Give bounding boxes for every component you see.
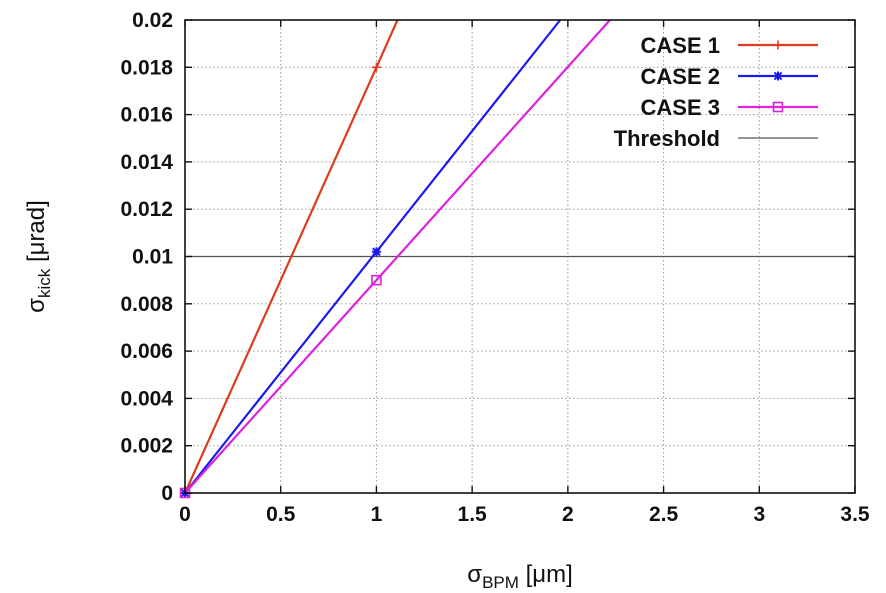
series-layer xyxy=(179,19,611,499)
series-case-2 xyxy=(180,19,562,498)
legend-entry-case-1: CASE 1 xyxy=(641,33,818,58)
y-tick-label: 0.018 xyxy=(120,56,173,79)
data-point-case-1 xyxy=(371,62,381,72)
series-case-1 xyxy=(180,19,399,498)
y-tick-label: 0.02 xyxy=(132,9,173,32)
x-tick-label: 1.5 xyxy=(458,503,488,526)
legend-entry-case-3: CASE 3 xyxy=(641,95,818,120)
series-line-case-3 xyxy=(184,19,611,494)
data-point-case-3 xyxy=(371,274,382,286)
y-tick-label: 0.002 xyxy=(120,435,173,458)
y-tick-label: 0.016 xyxy=(120,104,173,127)
y-tick-label: 0.01 xyxy=(132,246,173,269)
x-axis-unit: [μm] xyxy=(519,561,573,588)
legend-label-case-3: CASE 3 xyxy=(641,95,720,120)
legend-label-threshold: Threshold xyxy=(614,126,720,151)
y-tick-label: 0.008 xyxy=(120,293,173,316)
y-tick-label: 0.006 xyxy=(120,340,173,363)
y-axis-label: σkick [μrad] xyxy=(23,200,54,313)
y-tick-label: 0.004 xyxy=(120,387,173,410)
x-tick-label: 1 xyxy=(371,503,383,526)
legend-entry-case-2: CASE 2 xyxy=(641,64,818,89)
x-tick-label: 0.5 xyxy=(266,503,296,526)
y-tick-label: 0 xyxy=(161,482,173,505)
y-axis-symbol: σ xyxy=(23,298,50,313)
x-tick-labels: 0 0.5 1 1.5 2 2.5 3 3.5 xyxy=(179,503,870,526)
y-tick-labels: 0 0.002 0.004 0.006 0.008 0.01 0.012 0.014 0.016… xyxy=(120,9,173,505)
x-axis-label: σBPM [μm] xyxy=(467,561,572,592)
x-tick-label: 2 xyxy=(562,503,574,526)
y-axis-subscript: kick xyxy=(35,268,54,298)
x-axis-subscript: BPM xyxy=(482,573,519,592)
tick-marks xyxy=(184,19,856,494)
data-point-case-2 xyxy=(371,247,381,257)
y-axis-unit: [μrad] xyxy=(23,200,50,269)
x-axis-symbol: σ xyxy=(467,561,482,588)
legend-marker-case-1 xyxy=(773,40,783,50)
legend: CASE 1 CASE 2 CASE 3 Threshold xyxy=(614,33,818,151)
legend-marker-case-3 xyxy=(772,101,784,113)
y-tick-label: 0.012 xyxy=(120,198,173,221)
x-tick-label: 2.5 xyxy=(649,503,679,526)
x-tick-label: 3 xyxy=(753,503,765,526)
x-tick-label: 0 xyxy=(179,503,191,526)
legend-label-case-1: CASE 1 xyxy=(641,33,720,58)
legend-marker-case-2 xyxy=(773,71,783,81)
x-tick-label: 3.5 xyxy=(840,503,870,526)
legend-entry-threshold: Threshold xyxy=(614,126,818,151)
series-case-3 xyxy=(179,19,611,499)
legend-label-case-2: CASE 2 xyxy=(641,64,720,89)
y-tick-label: 0.014 xyxy=(120,151,173,174)
